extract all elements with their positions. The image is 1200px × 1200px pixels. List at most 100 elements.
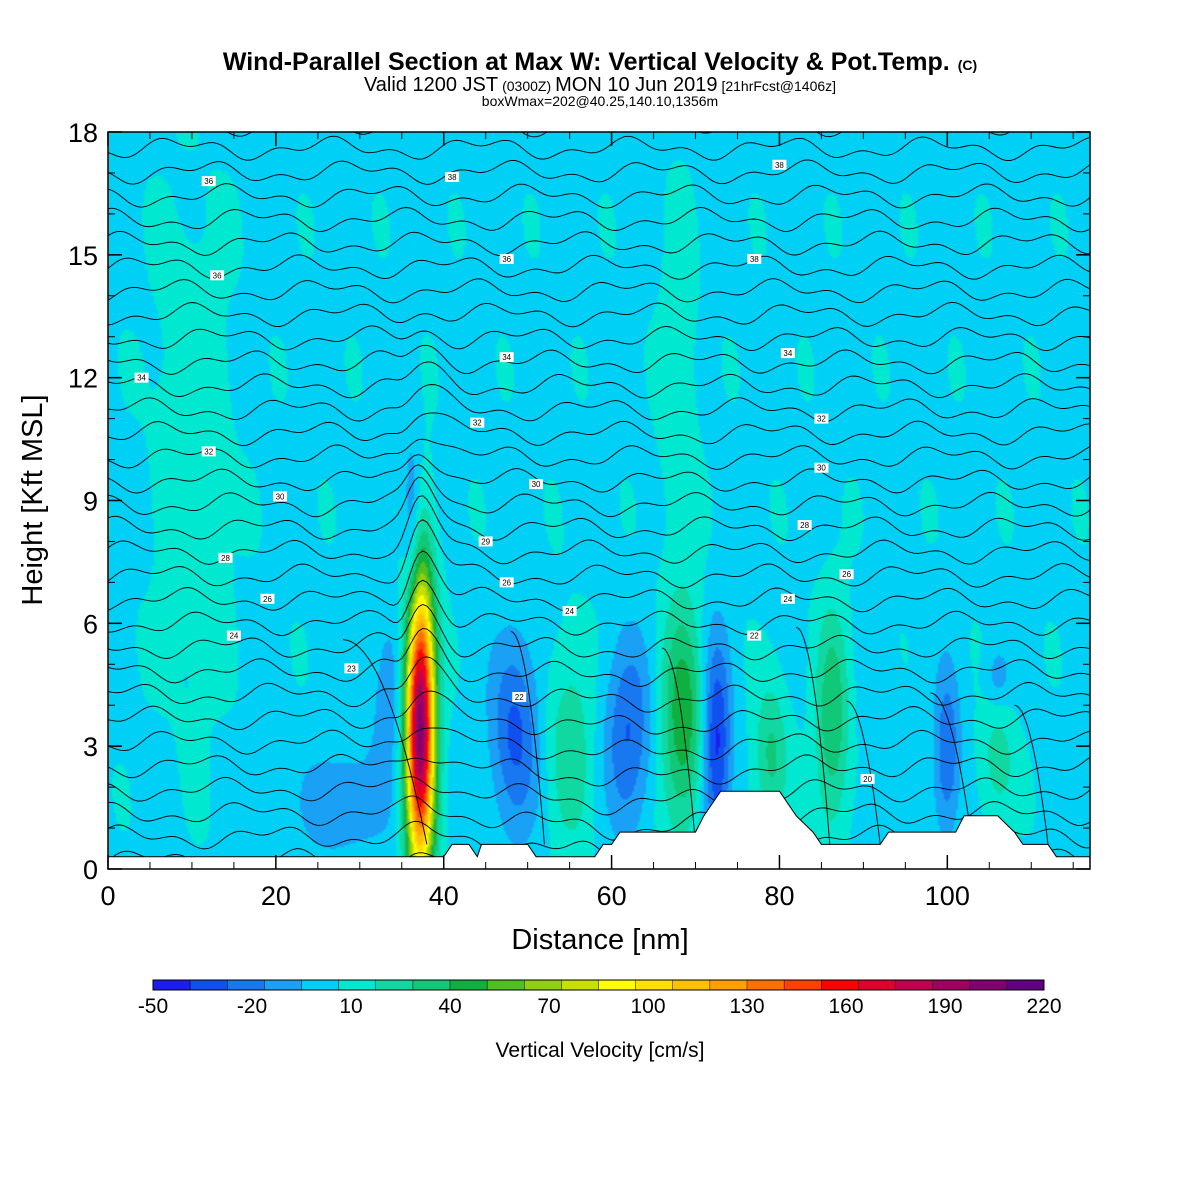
- colorbar-cell: [153, 980, 191, 990]
- theta-label-text: 32: [473, 419, 482, 428]
- theta-contour-line: [108, 344, 1090, 375]
- theta-label-text: 29: [481, 537, 490, 546]
- theta-label-text: 34: [783, 349, 792, 358]
- theta-label-text: 23: [347, 664, 356, 673]
- y-tick-label: 18: [68, 118, 98, 148]
- theta-contour-line: [108, 727, 1090, 761]
- chart-box-info: boxWmax=202@40.25,140.10,1356m: [482, 93, 718, 109]
- theta-contour-line: [661, 647, 696, 845]
- y-tick-label: 6: [83, 609, 98, 639]
- colorbar-cell: [450, 980, 488, 990]
- theta-contour-line: [108, 454, 1090, 494]
- theta-contour-line: [108, 159, 1090, 185]
- theta-label: 29: [478, 536, 493, 547]
- colorbar-tick-label: -20: [237, 995, 267, 1018]
- theta-label: 34: [134, 372, 149, 383]
- theta-label: 28: [797, 520, 812, 531]
- colorbar-cell: [301, 980, 340, 990]
- theta-label: 30: [273, 491, 288, 502]
- x-tick-label: 40: [429, 881, 459, 911]
- theta-label-text: 38: [448, 173, 457, 182]
- colorbar-cell: [264, 980, 302, 990]
- colorbar-tick-label: 130: [729, 995, 764, 1018]
- colorbar-tick-label: 100: [630, 995, 665, 1018]
- colorbar-tick-label: 190: [927, 995, 962, 1018]
- theta-label: 36: [210, 270, 225, 281]
- theta-contour-line: [108, 550, 1090, 613]
- colorbar: -50 -20 10 40 70 100 130 160 190 220: [138, 979, 1062, 1018]
- theta-contour-line: [108, 384, 1090, 423]
- theta-label: 34: [499, 352, 514, 363]
- theta-label: 36: [499, 253, 514, 264]
- colorbar-cell: [598, 980, 637, 990]
- y-axis-label: Height [Kft MSL]: [17, 394, 49, 605]
- theta-label-text: 32: [204, 447, 213, 456]
- theta-contour-line: [108, 325, 1090, 351]
- theta-label-text: 32: [817, 415, 826, 424]
- colorbar-cell: [747, 980, 785, 990]
- x-tick-label: 100: [925, 881, 970, 911]
- theta-label-text: 28: [221, 554, 230, 563]
- theta-contour-line: [510, 631, 545, 845]
- theta-label-text: 36: [204, 177, 213, 186]
- theta-label: 30: [529, 479, 544, 490]
- theta-label-text: 36: [213, 271, 222, 280]
- theta-contour-line: [846, 700, 881, 845]
- theta-label-text: 34: [137, 374, 146, 383]
- theta-contour-line: [108, 464, 1090, 518]
- colorbar-label: Vertical Velocity [cm/s]: [496, 1039, 705, 1062]
- theta-contour-line: [108, 254, 1090, 280]
- theta-contour-line: [108, 438, 1090, 470]
- potential-temperature-contours: [108, 132, 1090, 869]
- colorbar-cell: [227, 980, 265, 990]
- colorbar-tick-label: 70: [537, 995, 560, 1018]
- theta-label: 22: [512, 692, 527, 703]
- theta-label: 28: [218, 552, 233, 563]
- theta-contour-line: [108, 604, 1090, 661]
- theta-label-text: 36: [502, 255, 511, 264]
- theta-label-text: 26: [842, 570, 851, 579]
- y-tick-label: 0: [83, 855, 98, 885]
- theta-label-text: 30: [532, 480, 541, 489]
- theta-label-text: 30: [276, 492, 285, 501]
- theta-label: 34: [780, 348, 795, 359]
- colorbar-cell: [338, 980, 377, 990]
- theta-label: 26: [260, 593, 275, 604]
- theta-label-text: 34: [502, 353, 511, 362]
- colorbar-cell: [561, 980, 599, 990]
- theta-label: 24: [226, 630, 241, 641]
- colorbar-cell: [784, 980, 822, 990]
- theta-contour-line: [108, 656, 1090, 713]
- theta-contour-line: [108, 135, 1090, 161]
- theta-contour-line: [930, 692, 973, 845]
- theta-contour-line: [108, 690, 1090, 735]
- colorbar-cell: [412, 980, 451, 990]
- x-axis-label: Distance [nm]: [511, 924, 688, 956]
- colorbar-cell: [969, 980, 1008, 990]
- colorbar-tick-label: -50: [138, 995, 168, 1018]
- theta-label-text: 24: [565, 607, 574, 616]
- theta-label-text: 24: [783, 595, 792, 604]
- theta-contour-line: [108, 278, 1090, 304]
- theta-contour-line: [108, 795, 1090, 841]
- theta-contour-line: [108, 361, 1090, 399]
- theta-contour-line: [108, 230, 1090, 256]
- theta-label-text: 22: [515, 693, 524, 702]
- theta-label: 32: [470, 417, 485, 428]
- theta-label-text: 20: [863, 775, 872, 784]
- colorbar-cell: [190, 980, 228, 990]
- theta-label: 24: [780, 593, 795, 604]
- theta-label: 32: [201, 446, 216, 457]
- x-tick-label: 80: [764, 881, 794, 911]
- theta-contour-line: [108, 476, 1090, 541]
- colorbar-cell: [635, 980, 674, 990]
- y-tick-label: 12: [68, 364, 98, 394]
- colorbar-tick-label: 40: [438, 995, 461, 1018]
- terrain-mask: [107, 790, 1091, 870]
- theta-contour-line: [108, 776, 1090, 816]
- vertical-velocity-field: [108, 132, 1090, 869]
- colorbar-cell: [487, 980, 525, 990]
- theta-label: 38: [772, 159, 787, 170]
